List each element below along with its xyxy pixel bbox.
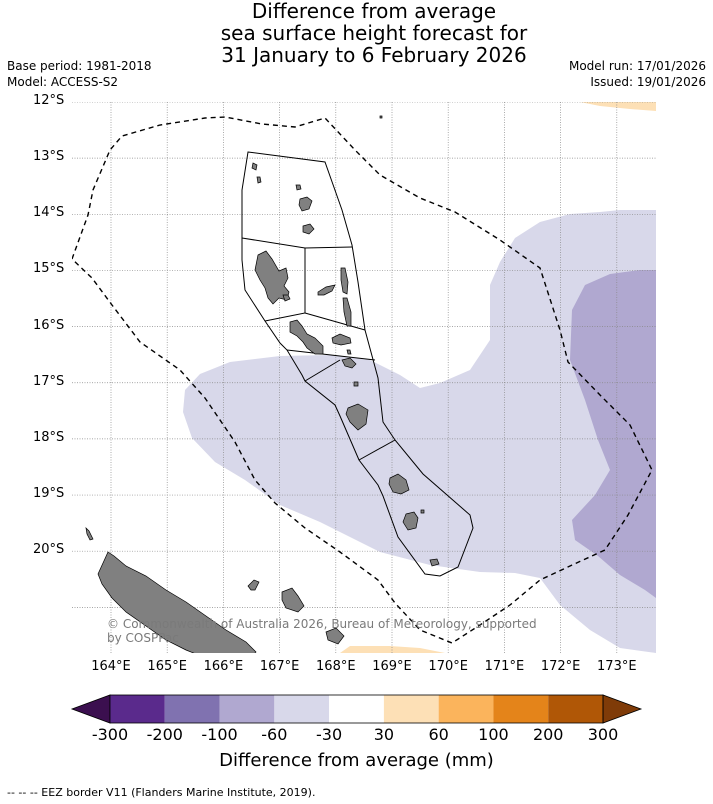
country-outline <box>241 151 474 577</box>
colorbar-tick: 100 <box>478 725 509 744</box>
land-islands <box>85 115 440 653</box>
island-loyalty-lifou <box>281 587 305 613</box>
colorbar-extend-high <box>602 694 643 724</box>
colorbar-tick: -300 <box>91 725 129 744</box>
meta-left: Base period: 1981-2018 Model: ACCESS-S2 <box>7 58 152 90</box>
island-ambae <box>317 284 336 296</box>
colorbar-tick: 200 <box>532 725 564 744</box>
colorbar-segment <box>548 695 603 723</box>
colorbar-tick: 300 <box>587 725 619 744</box>
colorbar-segment <box>493 695 549 723</box>
island-matthew <box>379 115 383 119</box>
colorbar-segment <box>110 695 165 723</box>
copyright-notice: © Commonwealth of Australia 2026, Bureau… <box>107 617 537 645</box>
colorbar-segment <box>164 695 220 723</box>
colorbar-tick: 30 <box>373 725 395 744</box>
longitude-label: 167°E <box>259 659 300 674</box>
latitude-label: 19°S <box>33 486 65 502</box>
island-paama <box>346 349 352 355</box>
island-belep <box>85 526 94 541</box>
latitude-label: 12°S <box>33 93 65 108</box>
model-run: Model run: 17/01/2026 <box>568 59 706 73</box>
latitude-label: 16°S <box>33 317 65 333</box>
island-gaua <box>302 223 315 235</box>
colorbar-tick: -100 <box>201 725 238 744</box>
longitude-label: 169°E <box>372 659 412 674</box>
island-torres <box>251 162 258 171</box>
anomaly-region-medium <box>570 270 656 598</box>
colorbar-segment <box>438 695 494 723</box>
island-aniwa <box>420 509 425 514</box>
province-line-6 <box>358 439 396 461</box>
longitude-label: 172°E <box>540 659 581 674</box>
island-pentecost <box>342 297 352 327</box>
colorbar-segment <box>274 695 330 723</box>
longitude-label: 173°E <box>597 659 637 674</box>
longitude-label: 168°E <box>316 659 356 674</box>
island-efate <box>345 403 369 431</box>
colorbar-extend-low <box>70 694 111 724</box>
latitude-label: 14°S <box>33 205 65 221</box>
colorbar-tick: -30 <box>316 725 343 744</box>
title-line-2: sea surface height forecast for <box>220 21 528 45</box>
positive-anomaly-top <box>580 102 656 111</box>
province-boundaries <box>241 151 474 577</box>
island-tongoa <box>353 381 359 387</box>
island-ureparapara <box>295 184 302 191</box>
eez-footnote: -- -- -- EEZ border V11 (Flanders Marine… <box>7 786 316 799</box>
longitude-label: 170°E <box>428 659 468 674</box>
latitude-label: 20°S <box>33 542 65 558</box>
longitude-label: 164°E <box>91 659 131 674</box>
island-loyalty-ouvea <box>247 579 260 591</box>
title-line-3: 31 January to 6 February 2026 <box>221 43 527 67</box>
island-epi <box>341 357 357 369</box>
model-name: Model: ACCESS-S2 <box>7 75 119 89</box>
base-period: Base period: 1981-2018 <box>7 59 152 73</box>
island-vanua-lava <box>298 196 313 212</box>
colorbar-tick: 60 <box>428 725 449 744</box>
island-new-caledonia <box>97 551 257 653</box>
latitude-label: 17°S <box>33 373 65 389</box>
anomaly-region-light <box>183 210 656 653</box>
island-maewo <box>340 267 349 295</box>
chart-title: Difference from average sea surface heig… <box>0 0 713 66</box>
island-small-north <box>256 176 262 184</box>
island-malo <box>282 294 291 302</box>
island-malakula <box>289 319 324 355</box>
issued-date: Issued: 19/01/2026 <box>590 75 706 89</box>
colorbar <box>70 694 643 724</box>
colorbar-tick: -200 <box>146 725 183 744</box>
colorbar-segment <box>329 695 384 723</box>
island-anatom <box>429 558 440 567</box>
longitude-label: 165°E <box>147 659 187 674</box>
longitude-label: 171°E <box>484 659 525 674</box>
province-line-3 <box>304 312 366 331</box>
colorbar-tick: -60 <box>261 725 288 744</box>
colorbar-outline <box>109 694 604 724</box>
latitude-label: 13°S <box>33 149 65 165</box>
island-tanna <box>402 511 419 531</box>
colorbar-segment <box>219 695 275 723</box>
gridlines <box>72 102 656 653</box>
longitude-label: 166°E <box>203 659 244 674</box>
meta-right: Model run: 17/01/2026 Issued: 19/01/2026 <box>569 58 706 90</box>
latitude-label: 15°S <box>33 261 65 277</box>
title-line-1: Difference from average <box>251 0 497 23</box>
positive-anomaly-bottom <box>340 646 445 653</box>
island-ambrym <box>331 333 352 346</box>
latitude-label: 18°S <box>33 429 65 445</box>
colorbar-segment <box>383 695 439 723</box>
province-line-4 <box>286 349 376 361</box>
province-line-5 <box>304 359 341 382</box>
island-erromango <box>388 473 410 495</box>
colorbar-label: Difference from average (mm) <box>219 750 494 771</box>
island-loyalty-mare <box>325 627 345 645</box>
